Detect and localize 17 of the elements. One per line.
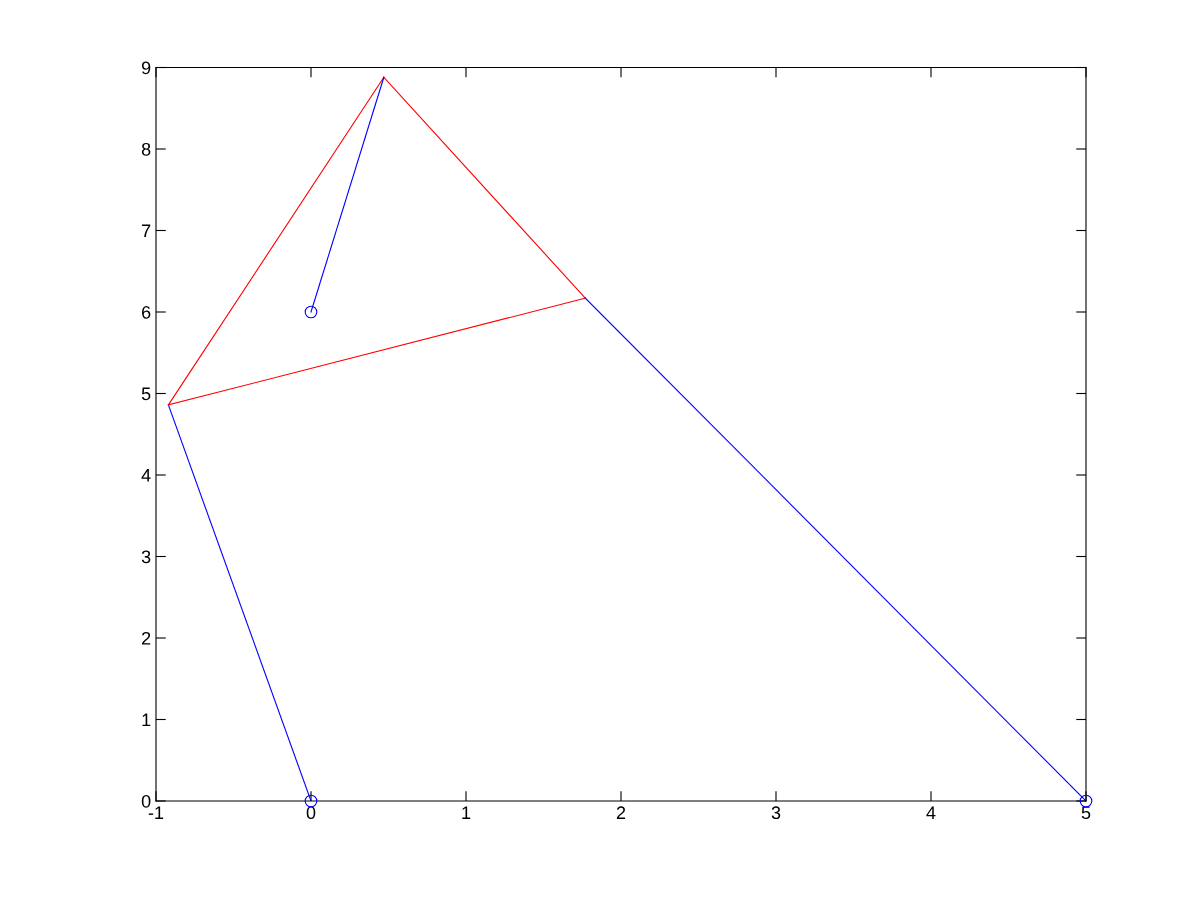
x-tick-label: 5 bbox=[1081, 806, 1091, 820]
y-tick-label: 4 bbox=[141, 469, 151, 482]
x-tick-label: -1 bbox=[148, 806, 164, 819]
y-tick-label: 3 bbox=[141, 550, 151, 564]
x-tick-label: 4 bbox=[926, 806, 936, 819]
y-tick-label: 6 bbox=[142, 305, 151, 319]
y-tick-label: 1 bbox=[142, 713, 151, 727]
y-tick-label: 2 bbox=[142, 631, 151, 645]
x-tick-label: 1 bbox=[462, 806, 471, 819]
x-tick-label: 0 bbox=[306, 806, 316, 820]
y-tick-label: 7 bbox=[142, 224, 151, 238]
y-tick-label: 8 bbox=[141, 142, 151, 156]
y-tick-label: 0 bbox=[141, 794, 151, 808]
y-tick-label: 9 bbox=[141, 61, 151, 75]
x-tick-label: 2 bbox=[616, 806, 626, 819]
y-tick-label: 5 bbox=[141, 387, 151, 401]
x-tick-label: 3 bbox=[771, 806, 781, 820]
